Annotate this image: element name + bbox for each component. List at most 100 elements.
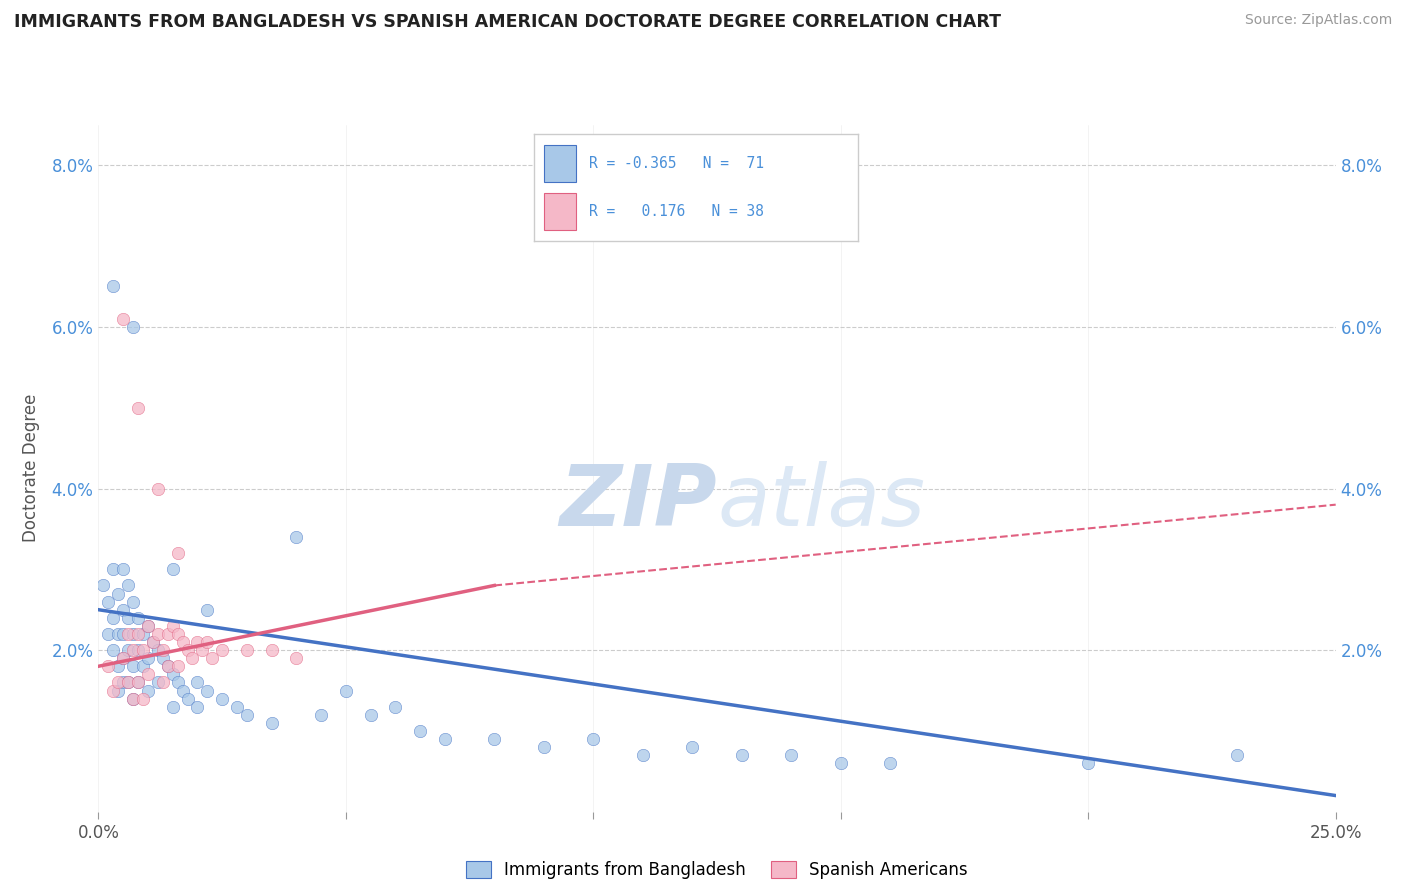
Point (226, 699, 249, 714)
Point (117, 675, 139, 690)
Point (127, 627, 149, 641)
Point (107, 659, 129, 673)
Point (136, 683, 159, 698)
Point (93, 578, 115, 592)
Point (156, 627, 179, 641)
Point (162, 699, 184, 714)
Point (181, 651, 204, 665)
Point (122, 691, 145, 706)
Point (127, 401, 149, 415)
Point (162, 667, 184, 681)
Point (152, 651, 174, 665)
Point (112, 562, 135, 576)
Text: R =   0.176   N = 38: R = 0.176 N = 38 (589, 204, 765, 219)
Point (166, 659, 188, 673)
Point (162, 619, 184, 633)
Text: Source: ZipAtlas.com: Source: ZipAtlas.com (1244, 13, 1392, 28)
Point (260, 715, 283, 730)
Point (103, 643, 125, 657)
Point (236, 707, 259, 722)
Point (146, 675, 169, 690)
Point (122, 319, 145, 334)
FancyBboxPatch shape (544, 193, 576, 230)
Point (107, 586, 129, 600)
Point (103, 611, 125, 625)
Point (533, 740, 555, 755)
Point (152, 643, 174, 657)
Point (103, 562, 125, 576)
Point (830, 756, 852, 771)
Point (122, 643, 145, 657)
Point (176, 691, 198, 706)
Point (172, 683, 194, 698)
Point (335, 683, 357, 698)
Point (132, 627, 155, 641)
Point (211, 643, 233, 657)
Point (195, 683, 218, 698)
Point (146, 482, 169, 496)
Point (127, 611, 149, 625)
Point (117, 627, 139, 641)
Point (191, 643, 214, 657)
Point (97, 659, 120, 673)
Text: atlas: atlas (717, 461, 925, 544)
Point (132, 691, 155, 706)
Point (186, 635, 208, 649)
Point (117, 611, 139, 625)
Point (176, 643, 198, 657)
Legend: Immigrants from Bangladesh, Spanish Americans: Immigrants from Bangladesh, Spanish Amer… (460, 855, 974, 886)
Point (156, 659, 179, 673)
Point (117, 643, 139, 657)
Point (132, 659, 155, 673)
Point (97, 627, 120, 641)
Point (107, 675, 129, 690)
Point (195, 603, 218, 617)
Point (780, 748, 803, 763)
Point (731, 748, 754, 763)
Point (211, 691, 233, 706)
Point (112, 627, 135, 641)
Point (112, 603, 135, 617)
Point (132, 643, 155, 657)
Text: IMMIGRANTS FROM BANGLADESH VS SPANISH AMERICAN DOCTORATE DEGREE CORRELATION CHAR: IMMIGRANTS FROM BANGLADESH VS SPANISH AM… (14, 13, 1001, 31)
Point (112, 675, 135, 690)
Point (107, 627, 129, 641)
Point (112, 311, 135, 326)
Point (122, 594, 145, 608)
Point (146, 627, 169, 641)
Point (136, 619, 159, 633)
Point (142, 635, 165, 649)
Point (162, 562, 184, 576)
Point (409, 723, 432, 738)
Point (127, 675, 149, 690)
Point (136, 619, 159, 633)
Point (1226, 748, 1249, 763)
Point (112, 651, 135, 665)
Point (97, 594, 120, 608)
Point (107, 683, 129, 698)
Point (103, 683, 125, 698)
Point (582, 731, 605, 746)
Point (201, 651, 224, 665)
Point (384, 699, 406, 714)
Point (127, 643, 149, 657)
Point (681, 740, 703, 755)
Point (172, 635, 194, 649)
Point (122, 659, 145, 673)
Point (166, 627, 188, 641)
Point (1077, 756, 1099, 771)
Point (360, 707, 382, 722)
FancyBboxPatch shape (544, 145, 576, 182)
Point (285, 651, 308, 665)
Point (236, 643, 259, 657)
Point (166, 546, 188, 560)
Point (112, 651, 135, 665)
Text: ZIP: ZIP (560, 461, 717, 544)
Point (117, 578, 139, 592)
Point (309, 707, 332, 722)
Point (186, 699, 208, 714)
Point (103, 279, 125, 293)
Point (285, 530, 308, 544)
Point (186, 675, 208, 690)
Point (879, 756, 901, 771)
